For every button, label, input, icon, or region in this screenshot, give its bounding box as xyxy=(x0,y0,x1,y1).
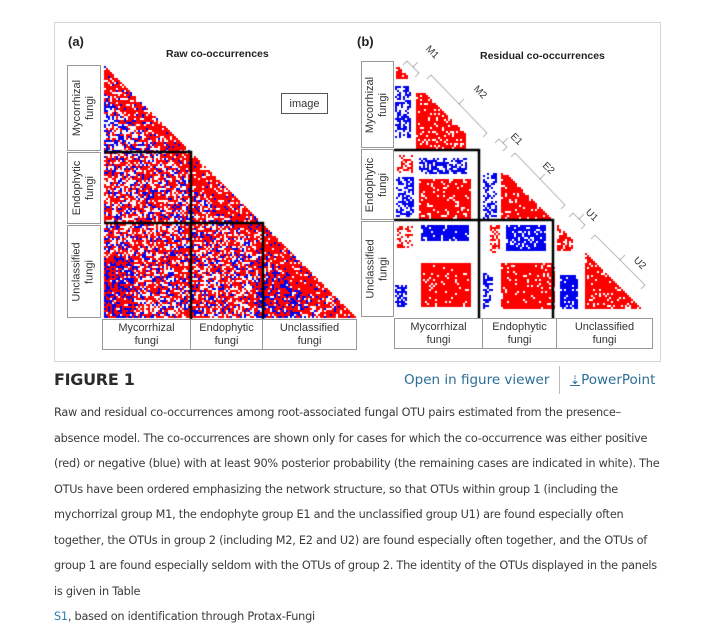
co-occurrence-heatmaps xyxy=(55,23,662,363)
panel-a-title: Raw co-occurrences xyxy=(166,48,269,60)
figure-caption: Raw and residual co-occurrences among ro… xyxy=(54,400,666,630)
panel-a-letter: (a) xyxy=(68,34,84,49)
figure-image[interactable]: (a) Raw co-occurrences (b) Residual co-o… xyxy=(54,22,662,363)
panel-a-row-label-unclassified: Unclassified fungi xyxy=(67,225,101,318)
panel-a-col-label-mycorrhizal: Mycorrhizal fungi xyxy=(102,319,191,350)
powerpoint-label: PowerPoint xyxy=(581,372,656,388)
panel-b-row-label-unclassified: Unclassified fungi xyxy=(361,221,394,317)
image-tooltip: image xyxy=(281,93,328,114)
panel-b-col-label-unclassified: Unclassified fungi xyxy=(556,318,653,349)
powerpoint-download-link[interactable]: ⇣PowerPoint xyxy=(570,372,655,388)
caption-end-line: S1, based on identification through Prot… xyxy=(54,604,666,630)
download-icon: ⇣ xyxy=(570,373,581,387)
panel-a-row-label-endophytic: Endophytic fungi xyxy=(67,152,101,224)
panel-b-col-label-mycorrhizal: Mycorrhizal fungi xyxy=(394,318,483,349)
panel-a-row-label-mycorrhizal: Mycorrhizal fungi xyxy=(67,65,101,151)
panel-b-title: Residual co-occurrences xyxy=(480,50,605,62)
panel-a-col-label-endophytic: Endophytic fungi xyxy=(190,319,263,350)
divider xyxy=(559,366,560,394)
caption-text: Raw and residual co-occurrences among ro… xyxy=(54,406,660,598)
figure-title: FIGURE 1 xyxy=(54,370,135,389)
panel-a-col-label-unclassified: Unclassified fungi xyxy=(262,319,357,350)
panel-b-row-label-endophytic: Endophytic fungi xyxy=(361,149,394,220)
panel-b-col-label-endophytic: Endophytic fungi xyxy=(482,318,557,349)
caption-text-end: , based on identification through Protax… xyxy=(67,610,315,623)
panel-b-row-label-mycorrhizal: Mycorrhizal fungi xyxy=(361,61,394,148)
open-in-figure-viewer-link[interactable]: Open in figure viewer xyxy=(404,372,550,388)
panel-b-letter: (b) xyxy=(357,34,374,49)
table-s1-link[interactable]: S1 xyxy=(54,610,68,623)
